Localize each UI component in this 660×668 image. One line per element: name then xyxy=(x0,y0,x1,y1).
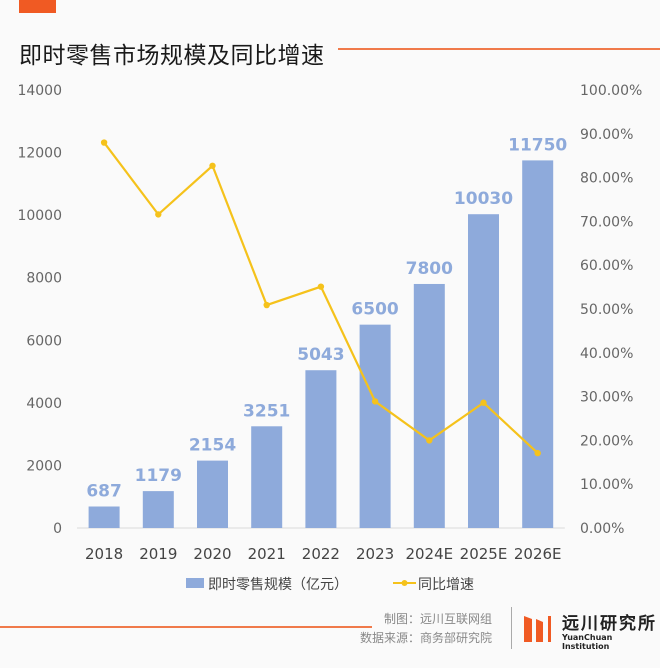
logo-english: YuanChuan Institution xyxy=(562,633,613,651)
x-axis-tick: 2023 xyxy=(356,545,394,563)
combo-chart: 0 2000 4000 6000 8000 10000 12000 14000 0.00% 10.… xyxy=(17,83,642,593)
accent-block xyxy=(19,0,56,13)
legend-bar-swatch xyxy=(186,578,204,588)
legend-bar-label: 即时零售规模（亿元） xyxy=(208,577,348,593)
left-axis-tick: 10000 xyxy=(17,208,62,224)
data-label: 687 xyxy=(86,482,122,502)
growth-point xyxy=(426,437,433,444)
right-axis-tick: 60.00% xyxy=(580,258,633,274)
bar xyxy=(251,426,283,528)
right-axis-tick: 100.00% xyxy=(580,83,642,99)
legend-line-marker xyxy=(401,580,408,586)
data-label: 1179 xyxy=(135,466,182,486)
data-label: 10030 xyxy=(454,189,513,209)
bar xyxy=(468,214,499,528)
bar xyxy=(522,160,554,528)
bar xyxy=(305,370,337,528)
footer-rule xyxy=(0,626,372,628)
x-axis-tick: 2019 xyxy=(139,545,177,563)
left-axis-tick: 14000 xyxy=(17,83,62,99)
left-axis-tick: 0 xyxy=(53,521,62,537)
data-label: 5043 xyxy=(297,345,344,365)
growth-point xyxy=(263,301,270,309)
x-axis-tick: 2021 xyxy=(248,545,286,563)
right-axis-tick: 40.00% xyxy=(580,346,633,362)
left-axis-tick: 6000 xyxy=(26,333,62,349)
left-axis-tick: 8000 xyxy=(26,271,62,287)
data-label: 3251 xyxy=(243,401,290,421)
right-axis-tick: 90.00% xyxy=(580,127,633,143)
right-axis-tick: 50.00% xyxy=(580,302,633,318)
logo-name: 远川研究所 xyxy=(562,614,657,634)
data-label: 11750 xyxy=(508,135,567,155)
source-credit: 数据来源：商务部研究院 xyxy=(359,631,492,645)
bar xyxy=(359,324,391,528)
x-axis-tick: 2024E xyxy=(405,545,453,563)
logo-mark-icon xyxy=(524,616,551,642)
right-axis-tick: 10.00% xyxy=(580,477,633,493)
bar xyxy=(413,283,445,528)
right-axis-tick: 80.00% xyxy=(580,171,633,187)
bar xyxy=(197,460,228,528)
left-axis-tick: 12000 xyxy=(17,146,62,162)
x-axis-tick: 2025E xyxy=(460,545,508,563)
left-axis-tick: 4000 xyxy=(26,396,62,412)
right-axis-tick: 20.00% xyxy=(580,433,633,449)
growth-point xyxy=(209,162,216,169)
x-axis-tick: 2018 xyxy=(85,545,123,563)
right-axis-tick: 70.00% xyxy=(580,214,633,230)
data-label: 6500 xyxy=(351,300,398,320)
growth-point xyxy=(100,139,108,146)
chart-credit: 制图：远川互联网组 xyxy=(383,612,492,626)
left-axis-tick: 2000 xyxy=(26,458,62,474)
right-axis-tick: 30.00% xyxy=(580,390,633,406)
title-rule xyxy=(338,48,660,50)
chart-title: 即时零售市场规模及同比增速 xyxy=(19,43,325,69)
x-axis-tick: 2020 xyxy=(193,545,231,563)
x-axis-tick: 2026E xyxy=(514,545,562,563)
bar xyxy=(88,506,120,528)
data-label: 7800 xyxy=(406,259,453,279)
footer-divider xyxy=(511,607,512,649)
right-axis-tick: 0.00% xyxy=(580,521,624,537)
growth-point xyxy=(534,449,541,457)
growth-point xyxy=(155,211,162,218)
x-axis-tick: 2022 xyxy=(302,545,340,563)
bar xyxy=(142,491,174,528)
growth-point xyxy=(371,398,379,405)
growth-point xyxy=(480,399,487,406)
data-label: 2154 xyxy=(189,436,236,456)
legend-line-label: 同比增速 xyxy=(418,577,474,593)
growth-point xyxy=(317,283,325,290)
